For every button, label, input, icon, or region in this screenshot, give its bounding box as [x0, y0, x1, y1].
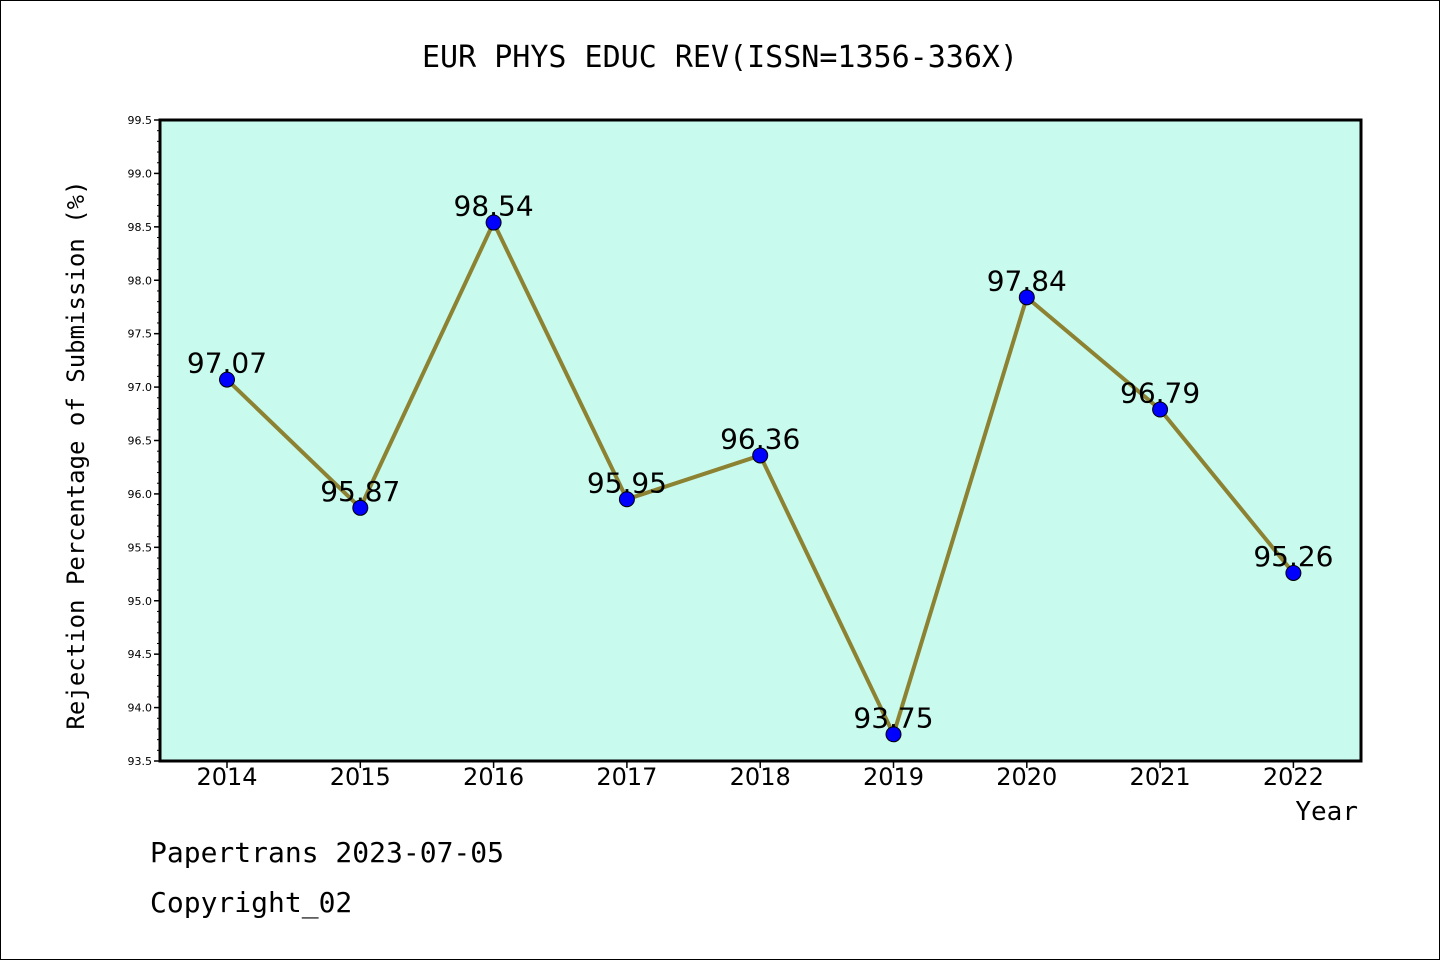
y-tick-label: 93.5	[128, 755, 153, 768]
x-axis-label: Year	[1295, 797, 1358, 827]
x-tick-label: 2018	[730, 763, 791, 791]
data-point	[485, 214, 502, 231]
footer-copyright: Copyright_02	[150, 886, 353, 919]
data-label: 98.54	[454, 190, 534, 223]
data-label: 95.87	[320, 475, 400, 508]
x-axis: 2014 2015 2016 2017 2018 2019 2020 2021 2022	[196, 761, 1324, 791]
y-tick-label: 99.5	[128, 114, 153, 127]
data-point	[752, 447, 769, 464]
y-tick-label: 96.0	[128, 488, 153, 501]
data-label: 96.36	[720, 422, 800, 455]
x-tick-label: 2016	[463, 763, 524, 791]
data-label: 97.84	[987, 264, 1067, 297]
data-label: 96.79	[1120, 377, 1200, 410]
x-tick-label: 2022	[1263, 763, 1324, 791]
data-label: 95.26	[1253, 540, 1333, 573]
series	[219, 214, 1302, 743]
data-point	[1018, 289, 1035, 306]
data-label: 97.07	[187, 347, 267, 380]
y-tick-label: 95.5	[128, 541, 153, 554]
y-tick-label: 94.0	[128, 702, 153, 715]
y-tick-label: 97.0	[128, 381, 153, 394]
x-tick-label: 2021	[1130, 763, 1191, 791]
data-point	[885, 726, 902, 743]
x-tick-label: 2017	[596, 763, 657, 791]
data-labels: 97.07 95.87 98.54 95.95 96.36 93.75 97.84 96.79…	[187, 190, 1334, 735]
x-tick-label: 2015	[330, 763, 391, 791]
y-tick-label: 97.5	[128, 328, 153, 341]
data-label: 93.75	[853, 701, 933, 734]
y-tick-label: 95.0	[128, 595, 153, 608]
y-tick-label: 94.5	[128, 648, 153, 661]
y-tick-label: 99.0	[128, 167, 153, 180]
data-point	[1152, 401, 1169, 418]
y-axis-label: Rejection Percentage of Submission (%)	[62, 180, 90, 729]
y-tick-label: 98.5	[128, 221, 153, 234]
data-point	[352, 499, 369, 516]
x-tick-label: 2014	[196, 763, 257, 791]
data-point	[1285, 564, 1302, 581]
y-tick-label: 96.5	[128, 435, 153, 448]
y-axis: 93.5 94.0 94.5 95.0 95.5 96.0 96.5 97.0 97.5 98.0…	[128, 114, 160, 768]
data-label: 95.95	[587, 466, 667, 499]
data-point	[618, 491, 635, 508]
chart-title: EUR PHYS EDUC REV(ISSN=1356-336X)	[422, 40, 1018, 75]
y-tick-label: 98.0	[128, 274, 153, 287]
data-point	[219, 371, 235, 388]
footer-date: Papertrans 2023-07-05	[150, 836, 505, 869]
x-tick-label: 2019	[863, 763, 924, 791]
x-tick-label: 2020	[996, 763, 1057, 791]
plot-area	[158, 118, 1363, 763]
